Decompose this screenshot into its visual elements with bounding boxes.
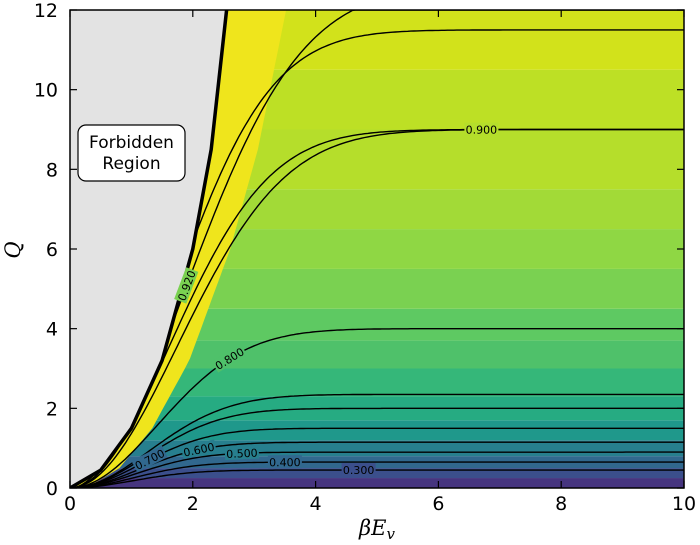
color-band (70, 478, 684, 488)
contour-line (70, 393, 684, 488)
contour-label-bg (341, 463, 376, 477)
color-band (70, 468, 684, 479)
color-band (70, 420, 684, 441)
plot-area (70, 10, 684, 488)
forbidden-region-label: Forbidden Region (77, 124, 186, 182)
x-tick-label: 4 (310, 493, 322, 515)
contour-label-bg (464, 122, 499, 136)
y-tick-label: 0 (46, 478, 58, 500)
contour-line (70, 427, 684, 488)
y-tick-label: 6 (46, 239, 58, 261)
contour-label-bg (131, 445, 168, 473)
contour-label-group: 0.900 (464, 122, 499, 137)
contour-line (70, 407, 684, 488)
x-tick-label: 6 (432, 493, 444, 515)
contour-label-bg (224, 445, 260, 461)
contour-label-group: 0.600 (180, 439, 217, 460)
contour-label: 0.400 (269, 456, 301, 469)
contour-label-bg (211, 343, 248, 373)
bright-band (70, 10, 287, 488)
contour-label-bg (267, 455, 302, 469)
forbidden-label-line1: Forbidden (89, 133, 174, 153)
forbidden-label-line2: Region (102, 154, 160, 174)
y-tick-label: 2 (46, 398, 58, 420)
x-axis-label: βEv (358, 516, 395, 543)
contour-label: 0.900 (466, 124, 498, 137)
contour-label-bg (180, 439, 217, 459)
boundary-curve (70, 10, 229, 488)
y-tick-label: 4 (46, 319, 58, 341)
y-axis-ticks: 0 2 4 6 8 10 12 (34, 0, 684, 500)
x-tick-label: 2 (187, 493, 199, 515)
contour-line (70, 469, 684, 488)
contour-label: 0.500 (226, 447, 258, 461)
contour-label-group: 0.500 (224, 445, 260, 461)
x-tick-label: 8 (555, 493, 567, 515)
contour-label-bg (174, 267, 199, 304)
contour-label: 0.600 (182, 441, 215, 460)
x-tick-label: 10 (672, 493, 696, 515)
y-tick-label: 8 (46, 159, 58, 181)
contour-label-group: 0.400 (267, 455, 302, 469)
contour-line (70, 328, 684, 488)
x-axis-ticks: 0 2 4 6 8 10 (64, 10, 696, 515)
contour-label: 0.300 (343, 464, 375, 477)
contour-line (70, 441, 684, 488)
x-tick-label: 0 (64, 493, 76, 515)
contour-label-group: 0.300 (341, 463, 376, 477)
contour-line (70, 451, 684, 488)
contour-line (70, 128, 684, 488)
y-tick-label: 12 (34, 0, 58, 22)
contour-line (70, 461, 684, 488)
x-axis-label-main: βE (358, 516, 386, 540)
x-axis-label-subscript: v (387, 525, 396, 543)
y-axis-label: Q (1, 241, 25, 258)
y-tick-label: 10 (34, 80, 58, 102)
